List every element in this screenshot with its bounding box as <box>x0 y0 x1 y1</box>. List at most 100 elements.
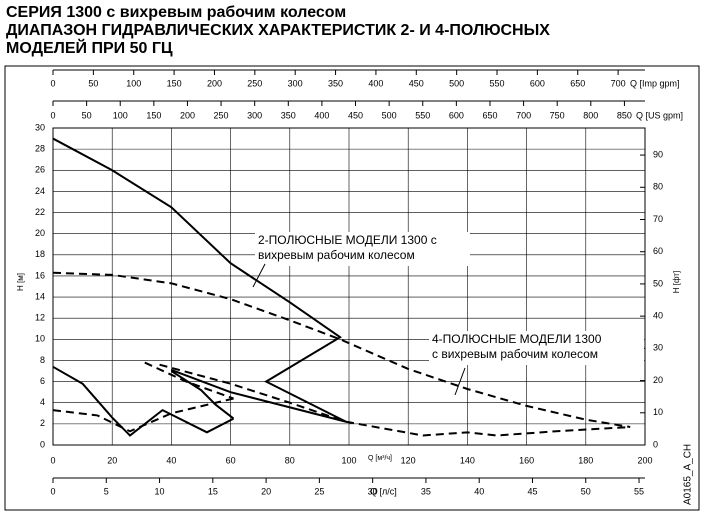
x-tick-label: 120 <box>401 455 416 465</box>
axis-tick-label: 600 <box>449 110 464 120</box>
y2-tick-label: 30 <box>653 343 663 353</box>
axis-tick-label: 0 <box>50 110 55 120</box>
y2-tick-label: 70 <box>653 214 663 224</box>
annotation-bg <box>429 331 644 365</box>
y2-tick-label: 50 <box>653 278 663 288</box>
axis-tick-label: 100 <box>113 110 128 120</box>
annotation: с вихревым рабочим колесом <box>432 347 598 361</box>
x-tick-label: 60 <box>226 455 236 465</box>
axis-tick-label: 10 <box>155 486 165 496</box>
curve <box>52 137 347 423</box>
y2-tick-label: 60 <box>653 246 663 256</box>
axis-tick-label: 50 <box>581 486 591 496</box>
y-tick-label: 10 <box>35 334 45 344</box>
axis-tick-label: 700 <box>516 110 531 120</box>
axis-tick-label: 150 <box>146 110 161 120</box>
axis-tick-label: 200 <box>180 110 195 120</box>
axis-tick-label: 250 <box>214 110 229 120</box>
curve <box>52 397 234 433</box>
axis-tick-label: 15 <box>208 486 218 496</box>
title-line: СЕРИЯ 1300 с вихревым рабочим колесом <box>6 4 346 21</box>
y-tick-label: 28 <box>35 144 45 154</box>
leader-line <box>454 367 466 396</box>
axis-tick-label: 850 <box>617 110 632 120</box>
curve <box>52 365 235 437</box>
y2-tick-label: 90 <box>653 149 663 159</box>
y-tick-label: 16 <box>35 270 45 280</box>
y-tick-label: 6 <box>40 376 45 386</box>
axis-tick-label: 500 <box>382 110 397 120</box>
title-line: ДИАПАЗОН ГИДРАВЛИЧЕСКИХ ХАРАКТЕРИСТИК 2-… <box>6 22 550 39</box>
y-tick-label: 26 <box>35 165 45 175</box>
axis-tick-label: 40 <box>474 486 484 496</box>
axis-label: Q [Imp gpm] <box>630 78 680 88</box>
y2-tick-label: 10 <box>653 407 663 417</box>
curve <box>159 363 347 423</box>
axis-tick-label: 300 <box>247 110 262 120</box>
axis-tick-label: 50 <box>82 110 92 120</box>
curve <box>171 369 347 423</box>
x-tick-label: 100 <box>341 455 356 465</box>
x-tick-label: 180 <box>578 455 593 465</box>
axis-tick-label: 55 <box>634 486 644 496</box>
title-line: МОДЕЛЕЙ ПРИ 50 ГЦ <box>6 38 173 57</box>
axis-tick-label: 450 <box>409 78 424 88</box>
axis-tick-label: 350 <box>281 110 296 120</box>
x-axis-label: Q [м³/ч] <box>368 455 392 462</box>
y2-tick-label: 0 <box>653 439 658 449</box>
annotation: 4-ПОЛЮСНЫЕ МОДЕЛИ 1300 <box>432 332 602 346</box>
axis-tick-label: 750 <box>550 110 565 120</box>
outer-frame <box>4 65 700 511</box>
x-tick-label: 140 <box>460 455 475 465</box>
axis-tick-label: 250 <box>247 78 262 88</box>
y2-tick-label: 80 <box>653 182 663 192</box>
y-tick-label: 12 <box>35 313 45 323</box>
axis-tick-label: 0 <box>50 486 55 496</box>
x-tick-label: 0 <box>50 455 55 465</box>
y-tick-label: 8 <box>40 355 45 365</box>
x-tick-label: 80 <box>285 455 295 465</box>
axis-tick-label: 400 <box>314 110 329 120</box>
y-tick-label: 22 <box>35 207 45 217</box>
figure-code: A0165_A_CH <box>683 444 694 505</box>
x-tick-label: 20 <box>107 455 117 465</box>
axis-tick-label: 45 <box>527 486 537 496</box>
y2-tick-label: 40 <box>653 311 663 321</box>
axis-tick-label: 550 <box>490 78 505 88</box>
y2-tick-label: 20 <box>653 375 663 385</box>
y-tick-label: 20 <box>35 228 45 238</box>
axis-label: Q [US gpm] <box>636 110 683 120</box>
axis-tick-label: 200 <box>207 78 222 88</box>
axis-tick-label: 50 <box>88 78 98 88</box>
annotation-bg <box>255 232 470 266</box>
axis-tick-label: 650 <box>482 110 497 120</box>
curve <box>345 420 631 437</box>
axis-tick-label: 20 <box>261 486 271 496</box>
axis-tick-label: 800 <box>583 110 598 120</box>
axis-tick-label: 450 <box>348 110 363 120</box>
y-tick-label: 30 <box>35 122 45 132</box>
x-tick-label: 40 <box>166 455 176 465</box>
axis-tick-label: 350 <box>328 78 343 88</box>
x-tick-label: 160 <box>519 455 534 465</box>
curve <box>144 361 234 400</box>
leader-line <box>252 263 266 288</box>
axis-tick-label: 150 <box>167 78 182 88</box>
axis-label: Q [л/с] <box>370 486 397 496</box>
axis-tick-label: 650 <box>570 78 585 88</box>
annotation: 2-ПОЛЮСНЫЕ МОДЕЛИ 1300 с <box>258 233 437 247</box>
annotation: вихревым рабочим колесом <box>258 248 415 262</box>
axis-tick-label: 100 <box>126 78 141 88</box>
axis-tick-label: 500 <box>449 78 464 88</box>
axis-tick-label: 25 <box>314 486 324 496</box>
axis-tick-label: 700 <box>611 78 626 88</box>
axis-tick-label: 300 <box>288 78 303 88</box>
y-tick-label: 0 <box>40 439 45 449</box>
y-tick-label: 18 <box>35 249 45 259</box>
axis-tick-label: 400 <box>368 78 383 88</box>
axis-tick-label: 5 <box>104 486 109 496</box>
x-tick-label: 200 <box>637 455 652 465</box>
y-tick-label: 24 <box>35 186 45 196</box>
y-axis-label: H [м] <box>16 273 25 291</box>
